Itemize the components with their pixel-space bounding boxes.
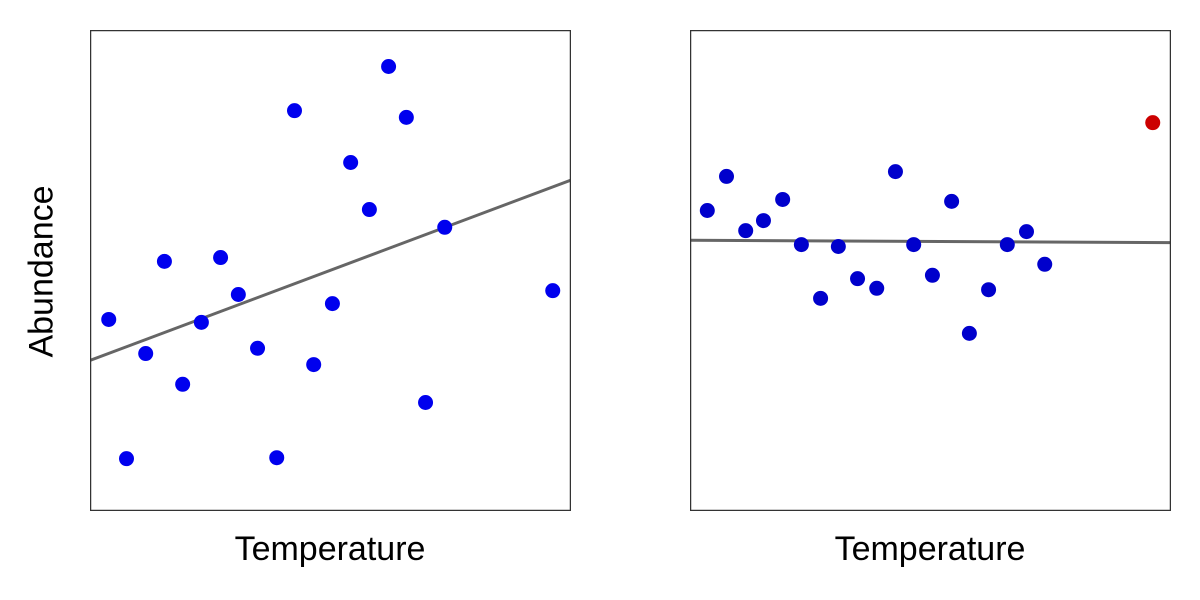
data-point (398, 109, 414, 125)
left-plot-area (90, 30, 571, 511)
data-point (850, 271, 866, 287)
data-point (813, 290, 829, 306)
data-point (869, 280, 885, 296)
data-point (999, 237, 1015, 253)
data-point (906, 237, 922, 253)
data-point (755, 213, 771, 229)
data-point (545, 283, 561, 299)
data-point (944, 193, 960, 209)
data-point (719, 168, 734, 184)
right-scatter-plot (690, 30, 1171, 511)
data-point (961, 325, 977, 341)
data-point (1019, 224, 1034, 240)
data-point (699, 203, 715, 218)
left-x-axis-label: Temperature (234, 530, 426, 568)
data-point (269, 450, 285, 466)
data-point (830, 239, 846, 254)
regression-line (90, 178, 571, 362)
data-point (101, 311, 117, 327)
data-point (793, 237, 809, 253)
data-point (324, 296, 340, 312)
data-point (1037, 256, 1053, 272)
data-point (306, 357, 322, 373)
data-point (250, 340, 266, 356)
right-plot-area (690, 30, 1171, 511)
regression-line (690, 238, 1171, 245)
data-point (738, 223, 754, 239)
data-point (175, 376, 191, 392)
data-point (119, 451, 134, 467)
data-point (775, 191, 791, 207)
data-point (361, 202, 377, 218)
data-point (156, 253, 172, 269)
data-point (381, 59, 397, 74)
data-point (418, 395, 434, 410)
data-point (924, 267, 940, 283)
left-scatter-plot (90, 30, 571, 511)
y-axis-label: Abundance (22, 185, 61, 358)
right-x-axis-label: Temperature (834, 530, 1026, 568)
plot-border (690, 30, 1171, 511)
data-point (287, 103, 302, 119)
data-point (887, 164, 903, 180)
data-point (981, 282, 997, 298)
data-point (343, 155, 359, 170)
outlier-point (1145, 115, 1161, 131)
data-point (138, 346, 154, 362)
data-point (213, 250, 229, 266)
data-point (437, 219, 453, 235)
data-point (230, 287, 246, 302)
data-point (193, 314, 209, 330)
plot-border (90, 30, 571, 511)
